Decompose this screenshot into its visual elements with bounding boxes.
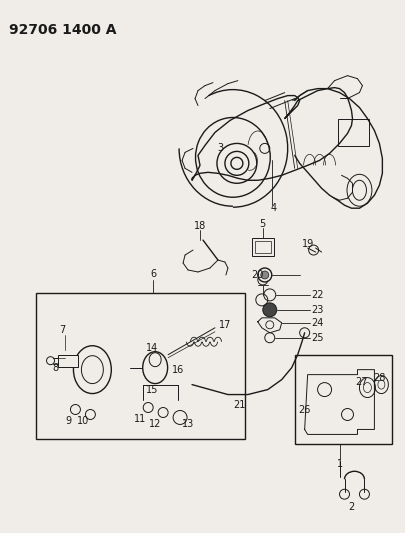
Text: 15: 15 xyxy=(146,385,158,394)
Text: 3: 3 xyxy=(217,143,223,154)
Text: 28: 28 xyxy=(373,373,386,383)
Bar xyxy=(295,354,392,445)
Text: 26: 26 xyxy=(298,405,311,415)
Text: 5: 5 xyxy=(260,219,266,229)
Circle shape xyxy=(264,289,276,301)
Text: 23: 23 xyxy=(311,305,324,315)
Circle shape xyxy=(258,268,272,282)
Text: 16: 16 xyxy=(172,365,184,375)
Text: 4: 4 xyxy=(271,203,277,213)
Text: 1: 1 xyxy=(337,459,343,470)
Text: 20: 20 xyxy=(252,270,264,280)
Text: 92706 1400 A: 92706 1400 A xyxy=(9,23,116,37)
Text: 11: 11 xyxy=(134,415,146,424)
Bar xyxy=(255,241,271,253)
Text: 27: 27 xyxy=(355,377,368,386)
Text: 19: 19 xyxy=(301,239,314,249)
Bar xyxy=(337,118,369,147)
Text: 22: 22 xyxy=(311,290,324,300)
Circle shape xyxy=(173,410,187,424)
Text: 7: 7 xyxy=(60,325,66,335)
Text: 17: 17 xyxy=(219,320,231,330)
Bar xyxy=(36,293,245,439)
Text: 12: 12 xyxy=(149,419,161,430)
Text: 10: 10 xyxy=(77,416,90,426)
Text: 18: 18 xyxy=(194,221,206,231)
Circle shape xyxy=(263,303,277,317)
Text: 25: 25 xyxy=(311,333,324,343)
Circle shape xyxy=(265,333,275,343)
Text: 8: 8 xyxy=(52,362,59,373)
Text: 2: 2 xyxy=(348,502,355,512)
Bar xyxy=(58,354,79,367)
Text: 24: 24 xyxy=(311,318,324,328)
Text: 9: 9 xyxy=(65,416,72,426)
Circle shape xyxy=(261,271,269,279)
Text: 21: 21 xyxy=(234,400,246,409)
Text: 14: 14 xyxy=(146,343,158,353)
Text: 6: 6 xyxy=(150,269,156,279)
Bar xyxy=(252,238,274,256)
Text: 13: 13 xyxy=(182,419,194,430)
